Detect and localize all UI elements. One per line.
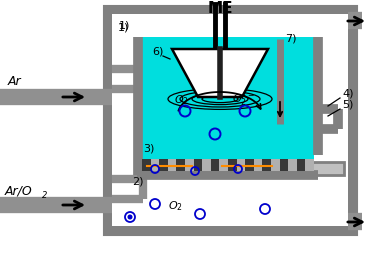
Bar [288, 159, 297, 171]
Bar [236, 159, 245, 171]
Bar [168, 159, 176, 171]
Bar [194, 159, 202, 171]
Bar [211, 159, 219, 171]
Bar [159, 159, 168, 171]
Text: ME: ME [207, 1, 233, 16]
Text: $O_2^{\bullet -}$: $O_2^{\bullet -}$ [232, 93, 256, 108]
Bar [254, 159, 262, 171]
Text: 1): 1) [118, 22, 130, 32]
Text: 6): 6) [152, 46, 164, 56]
Text: $O_2$: $O_2$ [168, 199, 183, 213]
Bar [245, 159, 254, 171]
Text: 2: 2 [42, 191, 47, 200]
Bar [142, 37, 314, 171]
Bar [138, 162, 344, 175]
Bar [219, 159, 228, 171]
Text: 2): 2) [132, 176, 144, 186]
Text: 7): 7) [285, 33, 296, 43]
Polygon shape [172, 49, 268, 97]
Text: 3): 3) [143, 143, 154, 153]
Bar [305, 159, 314, 171]
Bar [112, 14, 348, 226]
Bar [297, 159, 305, 171]
Text: Ar/O: Ar/O [5, 185, 33, 198]
Bar [228, 159, 236, 171]
Bar [280, 159, 288, 171]
Text: 4): 4) [342, 88, 353, 98]
Text: 1): 1) [119, 20, 130, 30]
Bar [202, 159, 211, 171]
Text: 5): 5) [342, 99, 353, 109]
Bar [271, 159, 280, 171]
Text: Ar: Ar [8, 75, 21, 88]
Bar [176, 159, 185, 171]
Bar [151, 159, 159, 171]
Text: $O_2$: $O_2$ [174, 93, 189, 107]
Bar [262, 159, 271, 171]
Bar [142, 159, 151, 171]
Circle shape [128, 215, 132, 219]
Bar [185, 159, 194, 171]
Bar [108, 10, 352, 230]
